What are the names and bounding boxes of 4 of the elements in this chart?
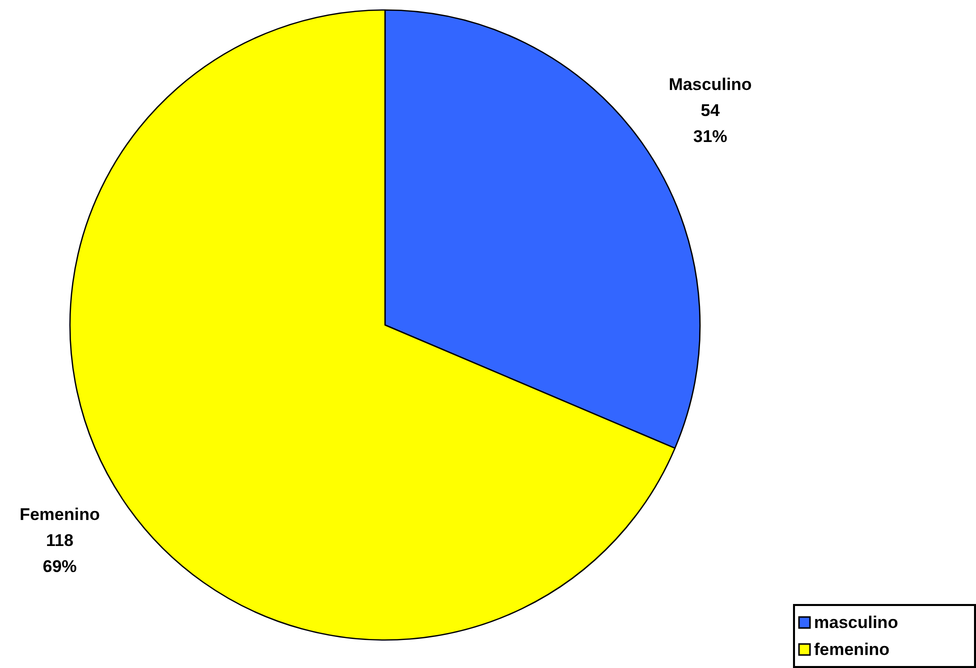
data-label: Masculino 54 31%	[668, 74, 752, 146]
legend-label: masculino	[814, 613, 898, 632]
legend-label: femenino	[814, 640, 890, 659]
data-label: Femenino 118 69%	[20, 505, 100, 576]
